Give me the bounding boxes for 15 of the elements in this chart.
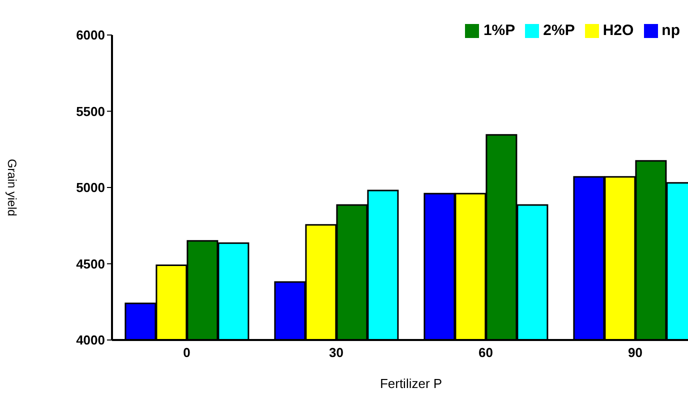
- y-tick-label: 5000: [76, 180, 105, 196]
- x-tick-label: 60: [478, 345, 493, 360]
- y-tick-label: 6000: [76, 28, 105, 43]
- legend-label: np: [662, 22, 680, 39]
- y-tick-label: 4500: [76, 256, 105, 272]
- x-axis-title: Fertilizer P: [380, 376, 442, 391]
- x-tick-label: 0: [183, 345, 190, 360]
- x-tick-label: 90: [628, 345, 642, 360]
- x-tick-label: 30: [329, 345, 344, 360]
- legend-label: H2O: [602, 22, 634, 39]
- legend-label: 2%P: [543, 22, 575, 39]
- y-tick-label: 4000: [76, 332, 105, 348]
- legend-label: 1%P: [483, 22, 516, 39]
- y-tick-label: 5500: [76, 104, 105, 119]
- y-axis-title: Grain yield: [4, 158, 19, 216]
